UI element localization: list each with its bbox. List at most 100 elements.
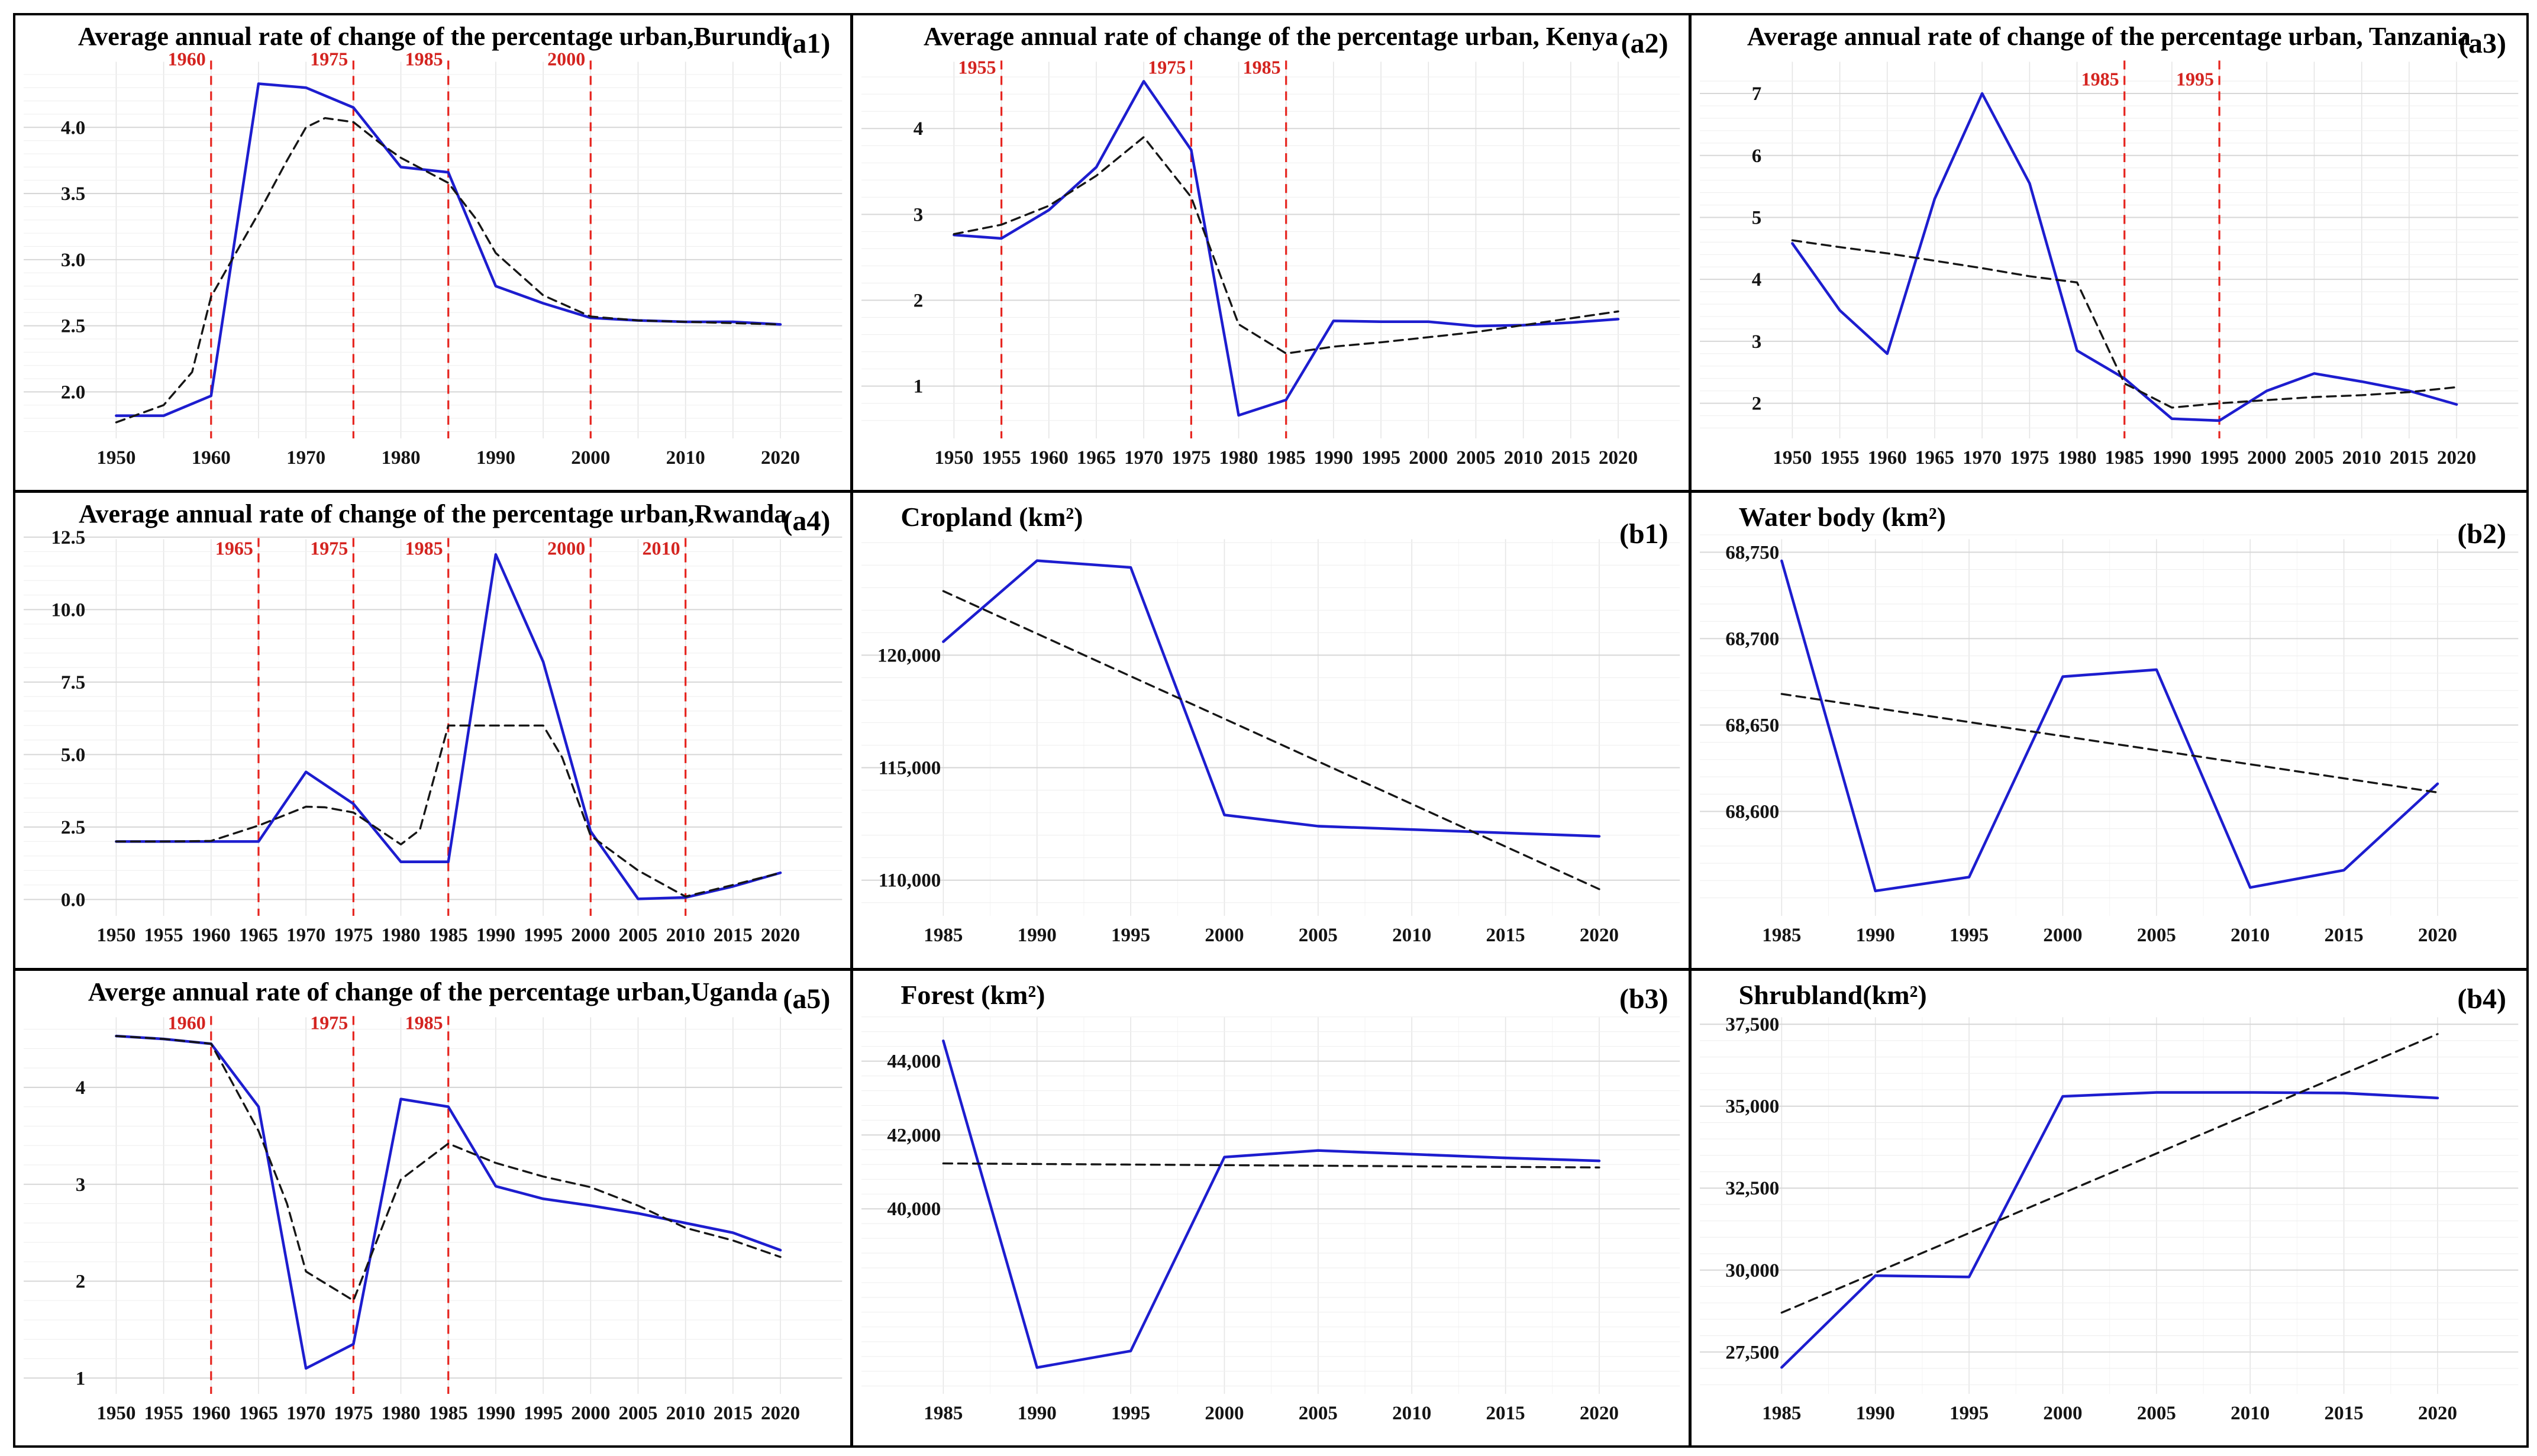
y-tick-label: 3.5	[61, 183, 85, 205]
event-line-label: 1965	[215, 538, 253, 559]
x-tick-label: 2000	[571, 925, 610, 946]
panel-title: Forest (km²)	[900, 979, 1045, 1010]
x-tick-label: 1985	[429, 925, 468, 946]
x-tick-label: 1985	[1267, 447, 1306, 469]
x-tick-label: 1980	[381, 1403, 420, 1424]
y-tick-label: 2	[1751, 393, 1761, 415]
x-tick-label: 2015	[2389, 447, 2428, 469]
event-line-label: 1985	[405, 538, 443, 559]
x-tick-label: 1960	[192, 1403, 231, 1424]
panel-label: (a5)	[783, 983, 831, 1015]
event-line-label: 1960	[168, 1012, 206, 1033]
gridlines	[1699, 62, 2518, 438]
y-tick-label: 1	[914, 376, 924, 398]
x-tick-label: 2010	[666, 925, 705, 946]
y-tick-label: 4	[1751, 269, 1761, 290]
series-area-line	[942, 1039, 1601, 1369]
x-tick-label: 1950	[96, 1403, 135, 1424]
x-tick-label: 1965	[1077, 447, 1116, 469]
y-tick-label: 3	[914, 204, 924, 225]
panel-label: (b3)	[1619, 983, 1668, 1015]
y-tick-label: 30,000	[1725, 1260, 1779, 1281]
x-tick-label: 1990	[1018, 925, 1057, 946]
x-tick-label: 2005	[618, 925, 657, 946]
x-tick-label: 2020	[761, 925, 800, 946]
gridlines	[24, 62, 843, 438]
gridlines	[1699, 1016, 2518, 1394]
x-tick-label: 1995	[1111, 925, 1150, 946]
x-tick-label: 2000	[2043, 925, 2082, 946]
x-tick-label: 2005	[2136, 925, 2176, 946]
panel-shrubland: Shrubland(km²) (b4) 27,500 30,000 32,500 35…	[1691, 970, 2526, 1445]
x-axis-labels: 1950 1955 1960 1965 1970 1975 1980 1985 1990 1995…	[96, 1403, 800, 1424]
panel-title: Average annual rate of change of the per…	[1747, 22, 2471, 51]
x-tick-label: 1990	[476, 925, 515, 946]
series-trend-line	[1780, 1032, 2439, 1314]
x-tick-label: 1955	[1820, 447, 1859, 469]
x-tick-label: 1980	[1219, 447, 1258, 469]
x-tick-label: 2015	[2324, 1403, 2363, 1424]
event-line-label: 1985	[1243, 56, 1281, 78]
y-tick-label: 37,500	[1725, 1014, 1779, 1035]
y-tick-label: 3	[76, 1174, 86, 1195]
gridlines	[1699, 534, 2518, 916]
x-tick-label: 2010	[2231, 1403, 2270, 1424]
series-area-line	[942, 559, 1601, 838]
panel-label: (a4)	[783, 505, 831, 537]
y-tick-label: 4	[76, 1077, 86, 1099]
chart-canvas: 68,600 68,650 68,700 68,750 1985 1990 1995 2000…	[1699, 534, 2518, 946]
y-tick-label: 1	[76, 1368, 86, 1389]
event-line-label: 1960	[168, 48, 206, 69]
x-tick-label: 1955	[982, 447, 1021, 469]
x-tick-label: 2005	[1299, 1403, 1338, 1424]
x-axis-labels: 1985 1990 1995 2000 2005 2010 2015 2020	[1762, 925, 2457, 946]
y-axis-labels: 110,000 115,000 120,000	[877, 645, 941, 892]
x-tick-label: 1985	[924, 1403, 963, 1424]
x-tick-label: 1995	[1111, 1403, 1150, 1424]
y-tick-label: 12.5	[51, 527, 85, 548]
y-axis-labels: 27,500 30,000 32,500 35,000 37,500	[1725, 1014, 1779, 1363]
y-tick-label: 110,000	[879, 870, 941, 892]
panel-grid: Average annual rate of change of the per…	[13, 13, 2529, 1448]
x-tick-label: 1985	[2105, 447, 2144, 469]
x-tick-label: 1995	[1949, 925, 1989, 946]
x-axis-labels: 1950 1960 1970 1980 1990 2000 2010 2020	[96, 447, 800, 469]
series-trend-line	[1780, 693, 2439, 794]
x-tick-label: 1990	[1314, 447, 1353, 469]
x-tick-label: 2005	[2136, 1403, 2176, 1424]
x-tick-label: 1980	[381, 925, 420, 946]
x-tick-label: 1955	[144, 925, 183, 946]
x-tick-label: 2010	[1392, 925, 1431, 946]
y-tick-label: 6	[1751, 146, 1761, 167]
chart-canvas: 40,000 42,000 44,000 1985 1990 1995 2000 2005 20…	[861, 1016, 1680, 1424]
x-axis-labels: 1950 1955 1960 1965 1970 1975 1980 1985 1990 1995…	[1773, 447, 2476, 469]
x-tick-label: 1955	[144, 1403, 183, 1424]
x-tick-label: 1985	[1762, 1403, 1801, 1424]
x-tick-label: 1980	[2057, 447, 2096, 469]
x-tick-label: 1995	[524, 1403, 563, 1424]
x-axis-labels: 1985 1990 1995 2000 2005 2010 2015 2020	[924, 925, 1619, 946]
series-area-line	[1780, 560, 2439, 893]
panel-title: Average annual rate of change of the per…	[923, 22, 1618, 51]
y-tick-label: 44,000	[887, 1051, 941, 1072]
series-annual-rate-line	[115, 553, 782, 900]
y-tick-label: 7.5	[61, 672, 85, 693]
y-tick-label: 35,000	[1725, 1096, 1779, 1117]
x-tick-label: 1965	[239, 925, 278, 946]
y-axis-labels: 2.0 2.5 3.0 3.5 4.0	[61, 117, 85, 403]
series-trend-line	[1791, 239, 2458, 409]
x-tick-label: 1970	[286, 1403, 325, 1424]
x-tick-label: 1995	[1361, 447, 1400, 469]
x-tick-label: 2020	[761, 1403, 800, 1424]
x-tick-label: 1985	[429, 1403, 468, 1424]
series-trend-line	[115, 1035, 782, 1302]
panel-urban-tanzania: Average annual rate of change of the per…	[1691, 15, 2526, 490]
x-tick-label: 1990	[476, 1403, 515, 1424]
chart-canvas: 1960 1975 1985 1 2 3 4 1950 1955 1960 1965 1970 1975…	[24, 1012, 843, 1424]
x-tick-label: 2020	[2418, 1403, 2457, 1424]
y-tick-label: 4	[914, 118, 924, 140]
